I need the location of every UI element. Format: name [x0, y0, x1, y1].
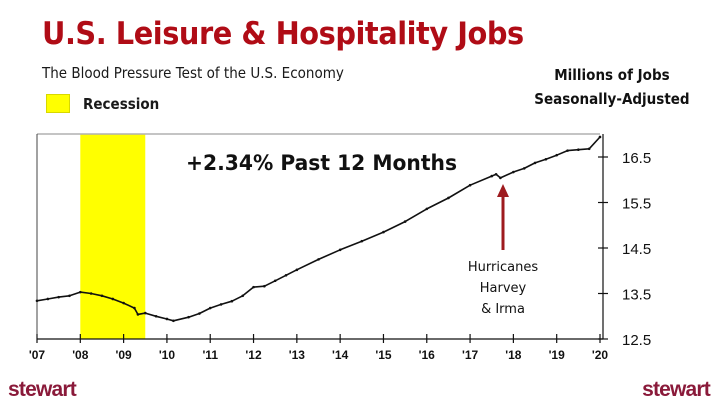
hurricane-label-1: Hurricanes: [468, 260, 538, 275]
x-tick-label: '14: [332, 348, 349, 362]
series-markers: [35, 135, 602, 323]
y-tick-label: 14.5: [622, 241, 651, 258]
x-tick-label: '18: [505, 348, 522, 362]
recession-band: [80, 134, 146, 339]
legend: Recession: [46, 94, 168, 113]
stewart-logo-right: stewart: [642, 378, 711, 401]
y-tick-label: 16.5: [622, 150, 651, 167]
recession-region: [80, 134, 146, 339]
x-tick-label: '13: [289, 348, 306, 362]
x-tick-label: '07: [29, 348, 46, 362]
jobs-series-line: [36, 136, 601, 322]
units-line-2: Seasonally-Adjusted: [534, 90, 690, 108]
x-tick-label: '19: [549, 348, 566, 362]
y-tick-label: 13.5: [622, 287, 651, 304]
y-tick-label: 15.5: [622, 196, 651, 213]
legend-label-recession: Recession: [83, 94, 160, 113]
x-tick-label: '10: [159, 348, 176, 362]
x-tick-label: '15: [375, 348, 392, 362]
headline-annotation: +2.34% Past 12 Months: [186, 151, 457, 175]
stewart-logo-left: stewart: [8, 378, 77, 401]
hurricane-arrow-icon: [497, 184, 509, 250]
y-axis-units: Millions of Jobs Seasonally-Adjusted: [535, 63, 690, 111]
hurricane-label-3: & Irma: [481, 302, 525, 317]
x-tick-label: '12: [245, 348, 262, 362]
x-axis-ticks: '07 '08 '09 '10 '11 '12 '13 '14 '15 '16 '17 '18 '19 '…: [29, 334, 609, 362]
x-tick-label: '17: [462, 348, 479, 362]
page-subtitle: The Blood Pressure Test of the U.S. Econ…: [42, 64, 344, 82]
recession-swatch-icon: [46, 94, 70, 113]
x-tick-label: '11: [202, 348, 218, 362]
y-tick-label: 12.5: [622, 332, 651, 349]
hurricane-label-2: Harvey: [480, 281, 527, 296]
x-tick-label: '16: [419, 348, 436, 362]
x-tick-label: '09: [116, 348, 133, 362]
x-tick-label: '08: [72, 348, 89, 362]
page-title: U.S. Leisure & Hospitality Jobs: [42, 16, 524, 52]
x-tick-label: '20: [592, 348, 609, 362]
units-line-1: Millions of Jobs: [554, 66, 671, 84]
y-axis-ticks: 12.5 13.5 14.5 15.5 16.5: [598, 150, 651, 349]
